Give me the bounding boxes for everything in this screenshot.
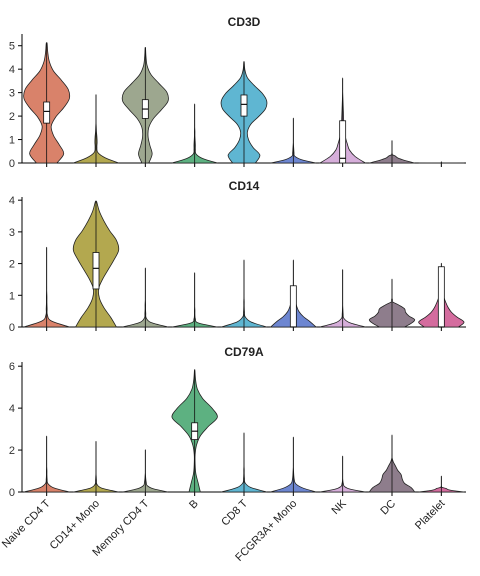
y-tick-label: 3 <box>9 227 15 239</box>
x-category-label: Naive CD4 T <box>0 497 53 550</box>
y-tick-label: 4 <box>9 403 15 415</box>
violin-box <box>240 94 248 117</box>
y-tick-label: 3 <box>9 88 15 100</box>
x-category-label: B <box>187 498 201 512</box>
x-category-label: CD8 T <box>219 497 250 528</box>
x-category-label: CD14+ Mono <box>48 498 103 553</box>
panel-title: CD14 <box>229 179 260 193</box>
y-tick-label: 2 <box>9 259 15 271</box>
violin-box <box>43 101 51 124</box>
y-tick-label: 2 <box>9 445 15 457</box>
y-tick-label: 6 <box>9 361 15 373</box>
panel-title: CD79A <box>224 345 264 359</box>
y-tick-label: 0 <box>9 158 15 170</box>
violin-box <box>339 120 347 164</box>
violin-box <box>437 266 445 328</box>
violin-box <box>92 252 100 290</box>
y-tick-label: 5 <box>9 41 15 53</box>
y-tick-label: 2 <box>9 111 15 123</box>
y-tick-label: 1 <box>9 135 15 147</box>
y-tick-label: 0 <box>9 487 15 499</box>
x-category-label: Platelet <box>413 498 447 532</box>
y-tick-label: 4 <box>9 195 15 207</box>
y-tick-label: 1 <box>9 290 15 302</box>
panel-cd3d: CD3D 0 1 2 3 4 5 <box>9 15 466 170</box>
x-category-label: DC <box>378 498 398 518</box>
panel-cd14: CD14 0 1 2 3 4 <box>9 179 466 334</box>
panel-title: CD3D <box>228 15 261 29</box>
violin-box <box>289 285 297 328</box>
x-category-label: NK <box>329 497 349 517</box>
y-tick-label: 0 <box>9 322 15 334</box>
y-tick-label: 4 <box>9 64 15 76</box>
